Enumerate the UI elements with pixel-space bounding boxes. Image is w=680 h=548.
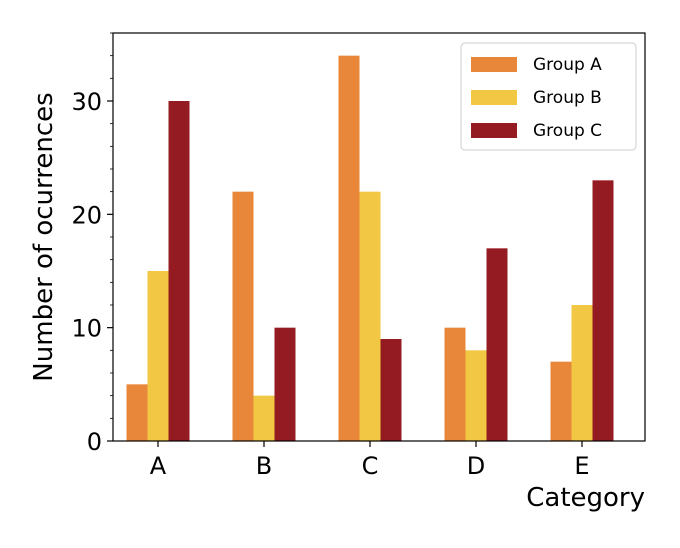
ticks-layer: A B C D E 0 10 20 30 (71, 32, 590, 480)
bar-group-c-c (380, 339, 402, 441)
y-tick-label: 10 (71, 315, 102, 343)
x-tick-label: C (362, 452, 379, 480)
legend-swatch (471, 57, 517, 72)
bar-group-b-d (465, 350, 487, 441)
legend-label: Group A (533, 55, 602, 75)
legend-swatch (471, 90, 517, 105)
x-tick-label: A (150, 452, 167, 480)
y-tick-label: 30 (71, 88, 102, 116)
bar-group-a-d (444, 327, 466, 441)
bar-group-b-e (571, 305, 593, 441)
legend: Group A Group B Group C (460, 42, 637, 151)
y-axis-label: Number of ocurrences (29, 92, 59, 381)
bar-group-b-a (147, 271, 169, 441)
bar-group-b-c (359, 191, 381, 441)
bar-group-a-c (338, 55, 360, 442)
bar-group-c-d (486, 248, 508, 441)
legend-label: Group C (533, 121, 602, 141)
x-tick-label: E (574, 452, 589, 480)
bar-group-a-a (126, 384, 148, 441)
x-tick-label: B (256, 452, 272, 480)
y-tick-label: 0 (87, 428, 102, 456)
bar-group-b-b (253, 395, 275, 441)
bar-group-c-b (274, 327, 296, 441)
legend-swatch (471, 123, 517, 138)
bar-group-c-a (168, 101, 190, 441)
y-tick-label: 20 (71, 201, 102, 229)
bar-group-c-e (592, 180, 614, 442)
bars-layer (126, 55, 614, 442)
x-axis-label: Category (526, 483, 645, 513)
legend-label: Group B (533, 88, 602, 108)
x-tick-label: D (467, 452, 485, 480)
bar-group-a-b (232, 191, 254, 441)
bar-group-a-e (550, 361, 572, 441)
